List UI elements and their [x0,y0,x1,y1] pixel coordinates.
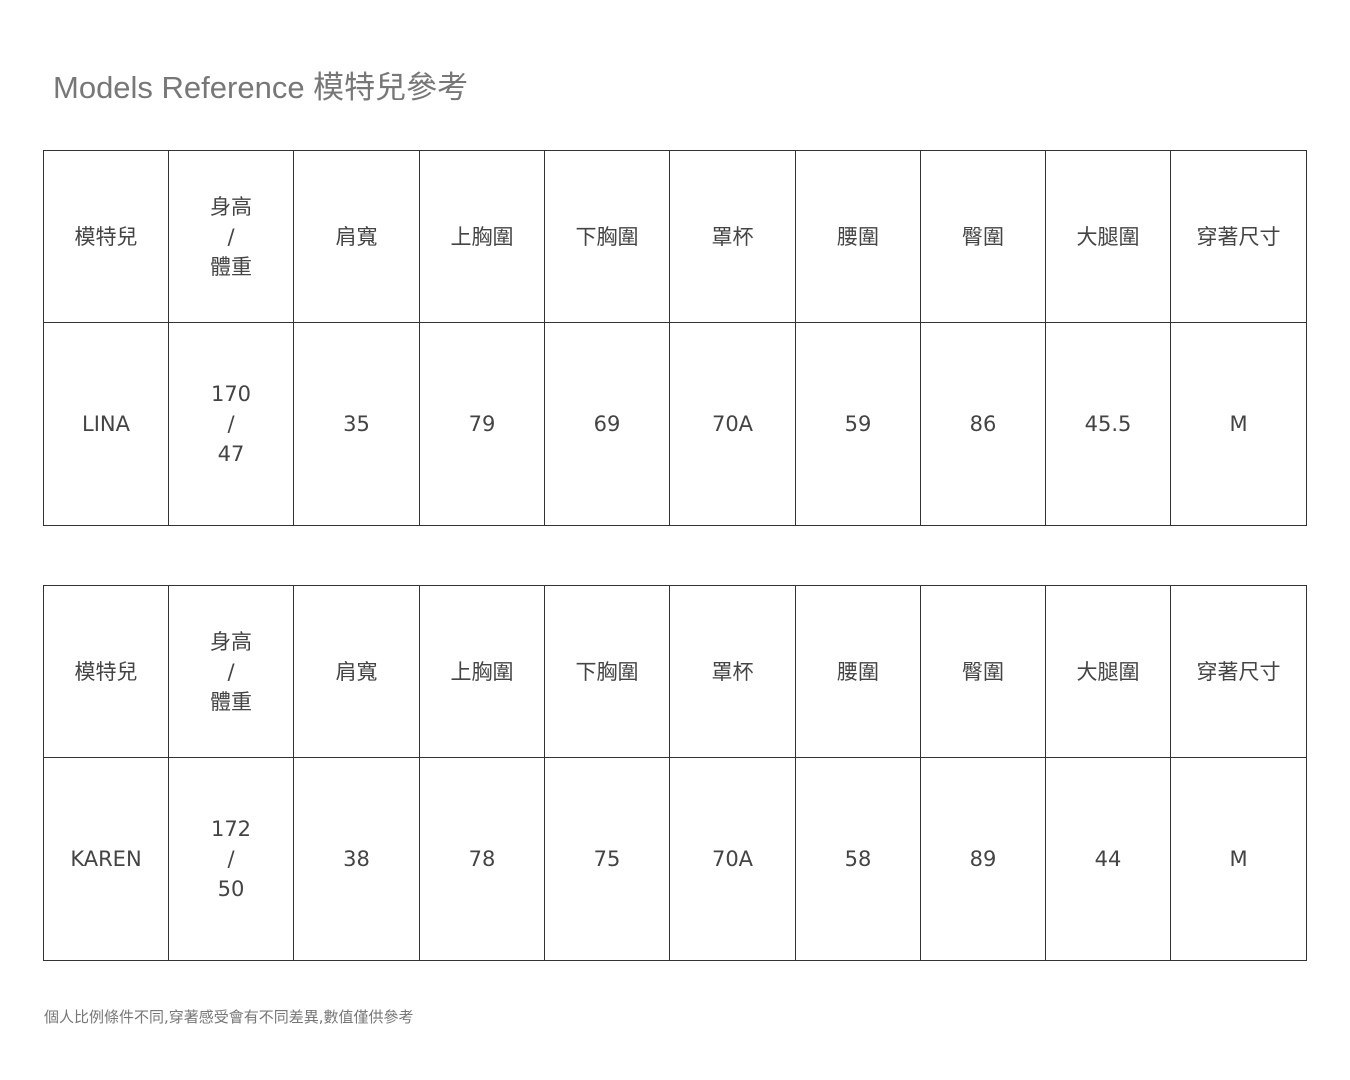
header-cell: 大腿圍 [1045,585,1171,758]
header-cell: 肩寬 [293,150,420,323]
header-row: 模特兒 身高 / 體重 肩寬 上胸圍 下胸圍 罩杯 腰圍 臀圍 大腿圍 穿著尺寸 [43,585,1307,758]
sep: / [227,412,235,436]
header-sep: / [227,224,235,249]
waist-value: 58 [795,757,921,961]
header-height: 身高 [210,194,252,219]
header-cell: 肩寬 [293,585,420,758]
header-cell: 下胸圍 [544,585,670,758]
thigh-value: 45.5 [1045,322,1171,526]
header-cell: 穿著尺寸 [1170,150,1307,323]
header-sep: / [227,659,235,684]
under-bust-value: 75 [544,757,670,961]
header-cell: 臀圍 [920,585,1046,758]
header-height: 身高 [210,629,252,654]
header-cell: 身高 / 體重 [168,150,294,323]
header-cell: 罩杯 [669,150,796,323]
cup-value: 70A [669,322,796,526]
weight-value: 50 [217,877,245,901]
height-value: 170 [210,382,252,406]
header-row: 模特兒 身高 / 體重 肩寬 上胸圍 下胸圍 罩杯 腰圍 臀圍 大腿圍 穿著尺寸 [43,150,1307,323]
header-cell: 腰圍 [795,150,921,323]
page-title: Models Reference 模特兒參考 [53,70,469,105]
header-cell: 下胸圍 [544,150,670,323]
height-value: 172 [210,817,252,841]
under-bust-value: 69 [544,322,670,526]
header-cell: 模特兒 [43,585,169,758]
weight-value: 47 [217,442,245,466]
header-weight: 體重 [210,254,252,279]
header-cell: 上胸圍 [419,150,545,323]
model-name: KAREN [43,757,169,961]
table-row: KAREN 172 / 50 38 78 75 70A 58 89 44 M [43,757,1307,961]
upper-bust-value: 79 [419,322,545,526]
hip-value: 86 [920,322,1046,526]
cup-value: 70A [669,757,796,961]
model-size-table: 模特兒 身高 / 體重 肩寬 上胸圍 下胸圍 罩杯 腰圍 臀圍 大腿圍 穿著尺寸 KAREN 172 / 50… [43,585,1307,961]
table-row: LINA 170 / 47 35 79 69 70A 59 86 45.5 M [43,322,1307,526]
size-value: M [1170,757,1307,961]
waist-value: 59 [795,322,921,526]
header-weight: 體重 [210,689,252,714]
model-size-table: 模特兒 身高 / 體重 肩寬 上胸圍 下胸圍 罩杯 腰圍 臀圍 大腿圍 穿著尺寸 LINA 170 / 47 3… [43,150,1307,526]
header-cell: 穿著尺寸 [1170,585,1307,758]
disclaimer-note: 個人比例條件不同,穿著感受會有不同差異,數值僅供參考 [44,1008,414,1026]
shoulder-value: 38 [293,757,420,961]
size-value: M [1170,322,1307,526]
header-cell: 腰圍 [795,585,921,758]
header-cell: 模特兒 [43,150,169,323]
height-weight: 170 / 47 [168,322,294,526]
header-cell: 臀圍 [920,150,1046,323]
hip-value: 89 [920,757,1046,961]
header-cell: 身高 / 體重 [168,585,294,758]
header-cell: 上胸圍 [419,585,545,758]
header-cell: 罩杯 [669,585,796,758]
upper-bust-value: 78 [419,757,545,961]
model-name: LINA [43,322,169,526]
shoulder-value: 35 [293,322,420,526]
sep: / [227,847,235,871]
header-cell: 大腿圍 [1045,150,1171,323]
thigh-value: 44 [1045,757,1171,961]
height-weight: 172 / 50 [168,757,294,961]
